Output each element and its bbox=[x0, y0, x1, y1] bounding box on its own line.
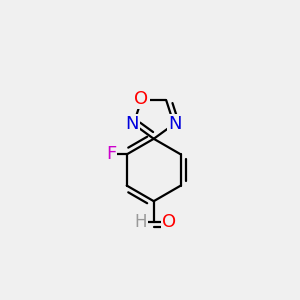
Text: H: H bbox=[135, 213, 147, 231]
Text: N: N bbox=[126, 115, 139, 133]
Text: O: O bbox=[134, 90, 148, 108]
Text: O: O bbox=[162, 213, 176, 231]
Text: N: N bbox=[168, 115, 182, 133]
Text: F: F bbox=[106, 146, 116, 164]
